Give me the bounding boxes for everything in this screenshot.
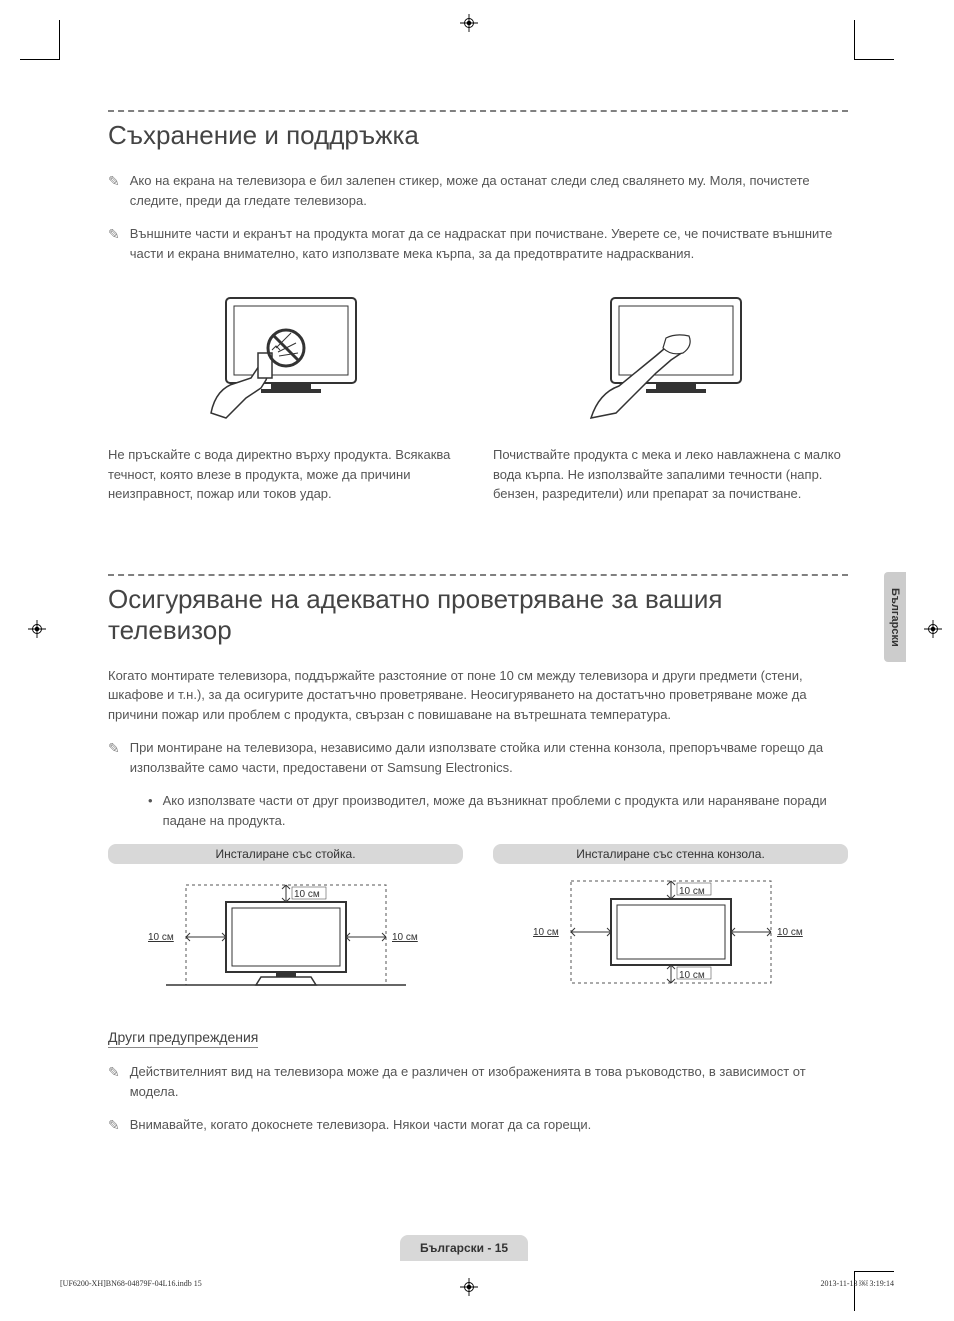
figure-caption: Не пръскайте с вода директно върху проду… [108, 445, 463, 504]
distance-label: 10 см [392, 932, 418, 943]
note-text: Външните части и екранът на продукта мог… [130, 224, 848, 263]
crop-mark [854, 1271, 894, 1311]
figure-soft-cloth: Почиствайте продукта с мека и леко навла… [493, 283, 848, 504]
figure-stand-install: Инсталиране със стойка. [108, 844, 463, 999]
language-side-tab: Български [884, 572, 906, 662]
subsection-warnings: Други предупреждения [108, 1029, 848, 1062]
note-text: Внимавайте, когато докоснете телевизора.… [130, 1115, 592, 1136]
note-text: Действителният вид на телевизора може да… [130, 1062, 848, 1101]
footer-filename: [UF6200-XH]BN68-04879F-04L16.indb 15 [60, 1279, 202, 1288]
note-icon: ✎ [108, 738, 120, 777]
note-icon: ✎ [108, 1062, 120, 1101]
install-diagram: 10 см 10 см 10 см [493, 864, 848, 999]
registration-mark-icon [460, 14, 478, 32]
figure-image [108, 283, 463, 433]
side-tab-label: Български [889, 588, 901, 647]
distance-label: 10 см [679, 970, 705, 981]
subsection-title: Други предупреждения [108, 1029, 258, 1048]
note-item: ✎ При монтиране на телевизора, независим… [108, 738, 848, 777]
distance-label: 10 см [777, 927, 803, 938]
distance-label: 10 см [148, 932, 174, 943]
note-item: ✎ Действителният вид на телевизора може … [108, 1062, 848, 1101]
distance-label: 10 см [294, 889, 320, 900]
install-diagram: 10 см 10 см 10 см [108, 864, 463, 999]
note-item: ✎ Ако на екрана на телевизора е бил зале… [108, 171, 848, 210]
page-number-tab: Български - 15 [400, 1235, 528, 1261]
install-header: Инсталиране със стойка. [108, 844, 463, 864]
section-divider [108, 110, 848, 112]
registration-mark-icon [460, 1278, 478, 1296]
note-text: Ако на екрана на телевизора е бил залепе… [130, 171, 848, 210]
footer-timestamp: 2013-11-13 ￼ 3:19:14 [821, 1279, 894, 1288]
note-icon: ✎ [108, 1115, 120, 1136]
page-content: Съхранение и поддръжка ✎ Ако на екрана н… [108, 110, 848, 1150]
page-number-label: Български - 15 [420, 1241, 508, 1255]
bullet-text: Ако използвате части от друг производите… [163, 791, 848, 830]
figure-wall-install: Инсталиране със стенна конзола. 10 см [493, 844, 848, 999]
distance-label: 10 см [679, 886, 705, 897]
note-icon: ✎ [108, 171, 120, 210]
crop-mark [20, 20, 60, 60]
section-title-ventilation: Осигуряване на адекватно проветряване за… [108, 584, 848, 646]
cleaning-figures: Не пръскайте с вода директно върху проду… [108, 283, 848, 504]
registration-mark-icon [28, 620, 46, 638]
note-text: При монтиране на телевизора, независимо … [130, 738, 848, 777]
crop-mark [854, 20, 894, 60]
section-title-storage: Съхранение и поддръжка [108, 120, 848, 151]
registration-mark-icon [924, 620, 942, 638]
install-header: Инсталиране със стенна конзола. [493, 844, 848, 864]
bullet-item: • Ако използвате части от друг производи… [148, 791, 848, 830]
figure-image [493, 283, 848, 433]
note-item: ✎ Внимавайте, когато докоснете телевизор… [108, 1115, 848, 1136]
section-divider [108, 574, 848, 576]
figure-no-spray: Не пръскайте с вода директно върху проду… [108, 283, 463, 504]
install-figures: Инсталиране със стойка. [108, 844, 848, 999]
body-paragraph: Когато монтирате телевизора, поддържайте… [108, 666, 848, 725]
note-icon: ✎ [108, 224, 120, 263]
figure-caption: Почиствайте продукта с мека и леко навла… [493, 445, 848, 504]
distance-label: 10 см [533, 927, 559, 938]
bullet-icon: • [148, 791, 153, 830]
note-item: ✎ Външните части и екранът на продукта м… [108, 224, 848, 263]
